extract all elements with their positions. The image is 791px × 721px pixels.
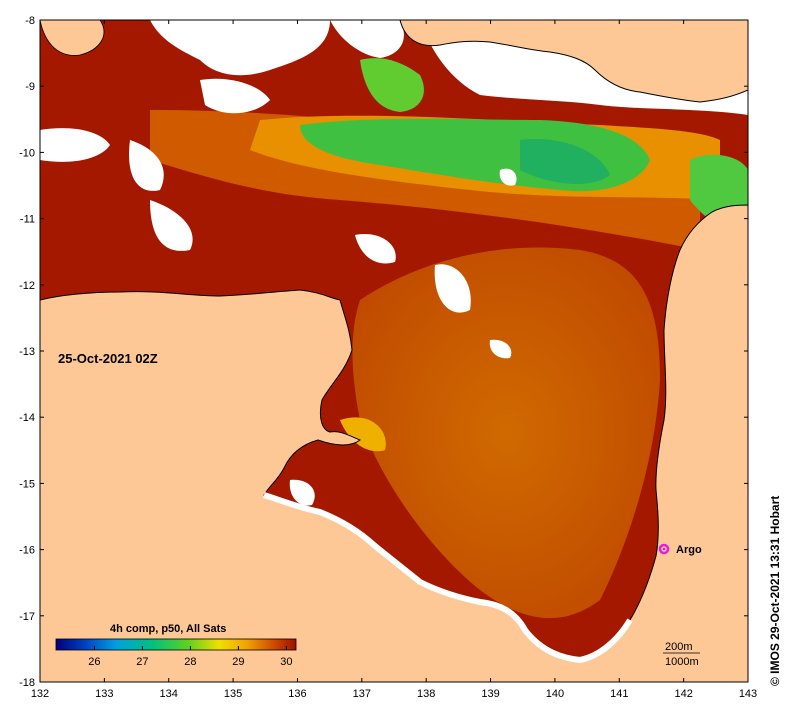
x-tick-label: 136 [288,688,306,700]
map-plot-area: Argo 25-Oct-2021 02Z 200m 1000m [40,20,748,682]
y-tick-label: -11 [20,214,35,226]
x-tick-label: 135 [224,688,242,700]
y-tick-label: -12 [19,280,35,292]
land-islands-nw [40,20,105,56]
y-axis: -8 -9 -10 -11 -12 -13 -14 -15 -16 -17 -18 [19,15,748,689]
sst-gulf-warm [352,247,660,619]
colorbar-tick-label: 30 [280,656,292,668]
x-tick-label: 132 [31,688,49,700]
argo-label: Argo [676,544,702,556]
y-tick-label: -15 [19,478,35,490]
y-tick-label: -14 [19,412,35,424]
land-new-guinea [399,20,748,103]
y-tick-label: -9 [25,81,35,93]
colorbar-tick-label: 26 [88,656,100,668]
argo-marker[interactable] [658,543,670,555]
y-tick-label: -8 [25,15,35,27]
sst-green-patch-north [360,58,424,112]
y-tick-label: -17 [19,611,35,623]
colorbar-ramp [55,638,297,651]
y-tick-label: -18 [19,677,35,689]
colorbar-title: 4h comp, p50, All Sats [110,623,226,635]
credit-text: © IMOS 29-Oct-2021 13:31 Hobart [768,496,782,686]
x-tick-label: 142 [674,688,692,700]
x-tick-label: 138 [417,688,435,700]
depth-label-200m: 200m [665,641,693,653]
x-tick-label: 143 [739,688,757,700]
sst-cyan-patch [520,139,610,185]
y-tick-label: -13 [19,346,35,358]
colorbar-ticks: 26 27 28 29 30 [88,646,293,668]
x-tick-label: 141 [610,688,628,700]
colorbar-tick-label: 27 [136,656,148,668]
y-tick-label: -10 [19,147,35,159]
date-label: 25-Oct-2021 02Z [58,351,158,366]
x-tick-label: 139 [481,688,499,700]
colorbar-tick-label: 28 [184,656,196,668]
x-tick-label: 134 [160,688,178,700]
coast-fringe [263,492,633,664]
colorbar-tick-label: 29 [232,656,244,668]
sst-yellow-patch-gulf [340,417,386,452]
x-axis: 132 133 134 135 136 137 138 139 140 141 142 143 [31,20,757,700]
x-tick-label: 137 [353,688,371,700]
x-tick-label: 133 [95,688,113,700]
colorbar: 4h comp, p50, All Sats 26 27 28 29 30 [55,623,297,668]
y-tick-label: -16 [19,545,35,557]
depth-label-1000m: 1000m [665,656,699,668]
x-tick-label: 140 [546,688,564,700]
